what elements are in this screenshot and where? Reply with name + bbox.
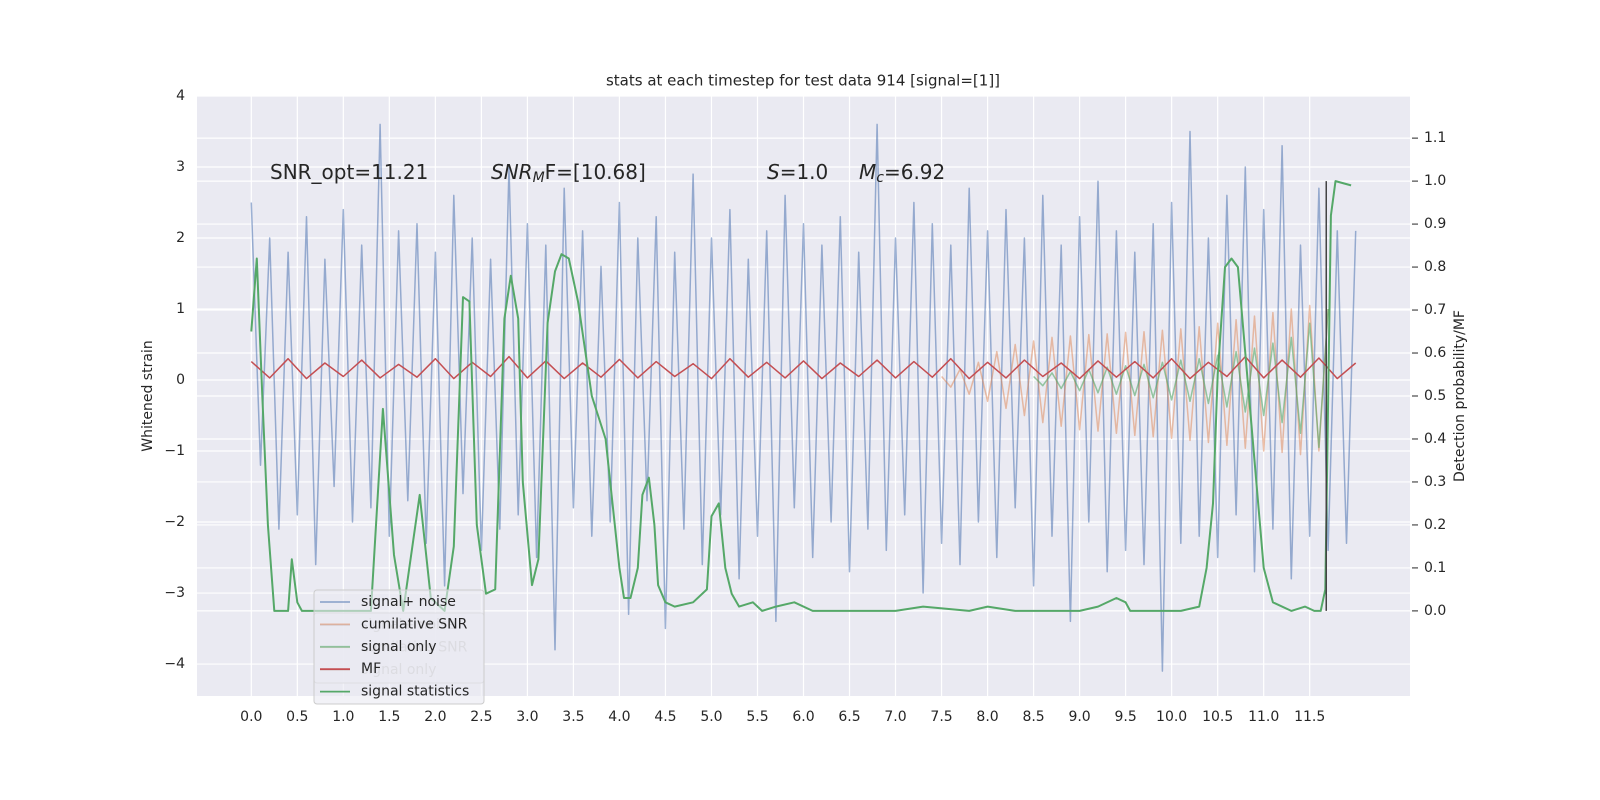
y-tick-label: −3 [164, 585, 185, 601]
x-tick-label: 3.5 [562, 709, 584, 725]
annotation-text: F=[10.68] [545, 160, 646, 184]
series-line [250, 355, 1357, 380]
x-tick-label: 1.5 [378, 709, 400, 725]
x-tick-label: 8.5 [1022, 709, 1044, 725]
annotation: Mc=6.92 [859, 160, 945, 187]
x-tick-label: 7.5 [930, 709, 952, 725]
x-tick-label: 9.5 [1114, 709, 1136, 725]
x-tick-label: 5.5 [746, 709, 768, 725]
x-tick-label: 6.0 [792, 709, 814, 725]
y2-tick-label: 0.4 [1424, 431, 1446, 447]
annotation: S=1.0 [767, 160, 828, 184]
y2-tick-label: 0.1 [1424, 560, 1446, 576]
annotation: SNRMF=[10.68] [491, 160, 646, 187]
x-tick-label: 11.0 [1248, 709, 1279, 725]
legend-label: signal statistics [361, 684, 469, 700]
y2-tick-label: 0.0 [1424, 603, 1446, 619]
y-tick-label: 0 [176, 372, 185, 388]
annotation-italic: SNR [491, 160, 533, 184]
chart-title: stats at each timestep for test data 914… [606, 72, 1000, 90]
x-tick-label: 10.5 [1202, 709, 1233, 725]
y-tick-label: −4 [164, 656, 185, 672]
annotation-italic: S [767, 160, 780, 184]
legend-label: cumilative SNR [361, 616, 468, 632]
annotation-subscript: c [876, 170, 884, 186]
x-tick-label: 10.0 [1156, 709, 1187, 725]
legend-label: signal+ noise [361, 594, 456, 610]
y-tick-label: 1 [176, 301, 185, 317]
y-tick-label: 4 [176, 88, 185, 104]
x-tick-label: 6.5 [838, 709, 860, 725]
y2-tick-label: 0.8 [1424, 259, 1446, 275]
x-tick-label: 3.0 [516, 709, 538, 725]
x-tick-label: 5.0 [700, 709, 722, 725]
legend-box [313, 589, 485, 705]
annotation-text: =1.0 [780, 160, 829, 184]
annotation-italic: M [859, 160, 876, 184]
y2-axis-label: Detection probability/MF [1452, 310, 1468, 482]
x-tick-label: 1.0 [332, 709, 354, 725]
y-tick-label: −1 [164, 443, 185, 459]
y-tick-label: 3 [176, 159, 185, 175]
annotation-text: SNR_opt=11.21 [270, 160, 428, 184]
legend-label: signal only [361, 639, 436, 655]
series-line [1033, 308, 1329, 449]
annotation-subscript: M [533, 170, 545, 186]
x-tick-label: 7.0 [884, 709, 906, 725]
x-tick-label: 11.5 [1294, 709, 1325, 725]
y2-tick-label: 0.9 [1424, 216, 1446, 232]
series-line [250, 180, 1352, 612]
x-tick-label: 2.0 [424, 709, 446, 725]
x-tick-label: 4.0 [608, 709, 630, 725]
legend-label: MF [361, 661, 381, 677]
y2-tick-label: 1.0 [1424, 173, 1446, 189]
x-tick-label: 0.0 [240, 709, 262, 725]
y2-tick-label: 0.6 [1424, 345, 1446, 361]
y2-tick-label: 0.7 [1424, 302, 1446, 318]
y-tick-label: −2 [164, 514, 185, 530]
x-tick-label: 9.0 [1068, 709, 1090, 725]
y2-tick-label: 1.1 [1424, 130, 1446, 146]
x-tick-label: 4.5 [654, 709, 676, 725]
x-tick-label: 8.0 [976, 709, 998, 725]
y-axis-label: Whitened strain [140, 340, 156, 451]
annotation-text: =6.92 [884, 160, 945, 184]
y-tick-label: 2 [176, 230, 185, 246]
x-tick-label: 2.5 [470, 709, 492, 725]
series-line [250, 123, 1357, 672]
x-tick-label: 0.5 [286, 709, 308, 725]
annotation: SNR_opt=11.21 [270, 160, 428, 184]
y2-tick-label: 0.2 [1424, 517, 1446, 533]
y2-tick-label: 0.3 [1424, 474, 1446, 490]
y2-tick-label: 0.5 [1424, 388, 1446, 404]
series-line [941, 304, 1329, 456]
